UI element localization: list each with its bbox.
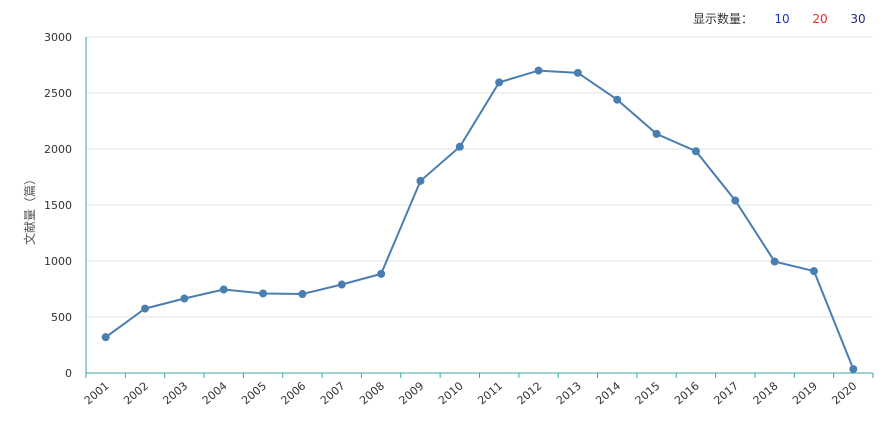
data-point-2008[interactable] <box>377 269 386 278</box>
y-axis-ticks: 0 500 1000 1500 2000 2500 3000 <box>44 31 72 380</box>
series-line <box>105 69 855 370</box>
y-tick-label: 1000 <box>44 255 72 268</box>
data-point-2011[interactable] <box>495 78 504 87</box>
x-tick-label: 2003 <box>160 379 190 407</box>
x-tick-label: 2018 <box>751 379 781 407</box>
x-tick-label: 2020 <box>829 379 859 407</box>
y-tick-label: 0 <box>65 367 72 380</box>
y-axis-label: 文献量（篇） <box>22 173 37 245</box>
x-tick-label: 2008 <box>357 379 387 407</box>
display-count-selector: 显示数量： 10 20 30 <box>693 10 877 27</box>
x-tick-label: 2001 <box>82 379 112 407</box>
y-tick-label: 2000 <box>44 143 72 156</box>
display-count-option-20[interactable]: 20 <box>812 11 828 26</box>
data-point-2015[interactable] <box>652 129 661 138</box>
display-count-option-30[interactable]: 30 <box>850 11 866 26</box>
data-point-2012[interactable] <box>534 66 543 75</box>
display-count-option-10[interactable]: 10 <box>774 11 790 26</box>
data-point-2001[interactable] <box>101 333 110 342</box>
display-count-label: 显示数量： <box>692 12 753 26</box>
x-tick-label: 2002 <box>121 379 151 407</box>
data-point-2007[interactable] <box>337 280 346 289</box>
x-tick-label: 2005 <box>239 379 269 407</box>
x-tick-label: 2016 <box>672 379 702 407</box>
data-point-2019[interactable] <box>809 267 818 276</box>
x-tick-label: 2014 <box>593 379 623 407</box>
gridlines <box>86 36 873 318</box>
data-point-2016[interactable] <box>691 147 700 156</box>
x-tick-label: 2012 <box>515 379 545 407</box>
data-point-2002[interactable] <box>141 304 150 313</box>
x-tick-label: 2013 <box>554 379 584 407</box>
data-point-2005[interactable] <box>259 289 268 298</box>
y-tick-label: 1500 <box>44 199 72 212</box>
x-tick-label: 2010 <box>436 379 466 407</box>
x-tick-label: 2004 <box>200 379 230 407</box>
x-tick-label: 2015 <box>633 379 663 407</box>
x-tick-label: 2019 <box>790 379 820 407</box>
y-tick-label: 3000 <box>44 31 72 44</box>
data-point-2006[interactable] <box>298 290 307 299</box>
data-point-2004[interactable] <box>219 285 228 294</box>
data-point-2020[interactable] <box>849 365 858 374</box>
data-point-2014[interactable] <box>613 95 622 104</box>
x-tick-label: 2007 <box>318 379 348 407</box>
x-tick-label: 2006 <box>279 379 309 407</box>
data-point-2009[interactable] <box>416 176 425 185</box>
y-tick-label: 2500 <box>44 87 72 100</box>
x-axis-ticks: 2001 2002 2003 2004 2005 2006 2007 2008 2009 2010… <box>82 373 874 407</box>
data-point-2003[interactable] <box>180 294 189 303</box>
series <box>101 66 858 374</box>
x-tick-label: 2009 <box>397 379 427 407</box>
y-tick-label: 500 <box>51 311 72 324</box>
x-tick-label: 2017 <box>711 379 741 407</box>
x-tick-label: 2011 <box>475 379 505 407</box>
data-point-2013[interactable] <box>573 68 582 77</box>
data-point-2018[interactable] <box>770 257 779 266</box>
data-point-2010[interactable] <box>455 142 464 151</box>
data-point-2017[interactable] <box>731 196 740 205</box>
